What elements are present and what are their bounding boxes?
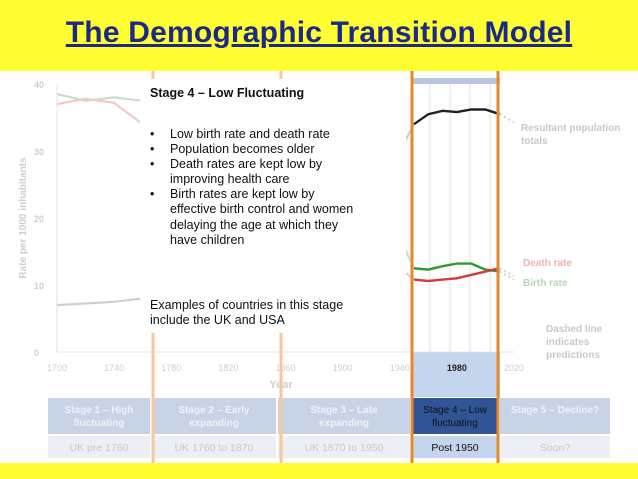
table-body-cell — [48, 436, 150, 458]
table-header-cell — [152, 398, 276, 434]
table-body-cell — [500, 436, 610, 458]
table-header-cell — [412, 398, 498, 434]
table-body-cell — [152, 436, 276, 458]
bullet-text: Death rates are kept low by improving he… — [170, 157, 323, 187]
table-body-text: UK pre 1760 — [70, 442, 129, 454]
stage4-top-bar — [412, 78, 500, 84]
x-tick-label: 1780 — [161, 363, 181, 373]
bullet-dot: • — [150, 157, 155, 171]
dtm-chart: 0 10 20 30 40 Rate per 1000 inhabitants 1700 17… — [18, 71, 620, 463]
x-tick-label: 1980 — [447, 363, 467, 373]
table-header-text: Stage 2 – Early expanding — [178, 405, 250, 429]
table-body-text: UK 1760 to 1870 — [175, 442, 254, 454]
info-heading: Stage 4 – Low Fluctuating — [150, 86, 305, 100]
table-header-text: Stage 4 – Low fluctuating — [423, 405, 488, 429]
birth-series-stage4 — [413, 262, 500, 273]
x-tick-label: 1740 — [104, 363, 124, 373]
bullet-text: Population becomes older — [170, 142, 315, 156]
y-tick-label: 40 — [34, 80, 44, 90]
bottom-band — [0, 463, 638, 479]
table-body-text: Post 1950 — [431, 442, 478, 454]
x-tick-label: 1700 — [47, 363, 67, 373]
table-header-cell — [278, 398, 410, 434]
birth-series-prediction — [499, 270, 515, 281]
death-rate-label: Death rate — [523, 258, 572, 269]
slide-title: The Demographic Transition Model — [65, 16, 573, 49]
info-examples: Examples of countries in this stage incl… — [150, 298, 344, 328]
table-header-cell — [500, 398, 610, 434]
table-header-text: Stage 3 – Late expanding — [310, 405, 378, 429]
slide-body: 0 10 20 30 40 Rate per 1000 inhabitants 1700 17… — [0, 71, 638, 463]
stage4-column — [412, 84, 500, 352]
table-body-text: UK 1870 to 1950 — [305, 442, 384, 454]
x-tick-label: 1820 — [218, 363, 238, 373]
bullet-dot: • — [150, 142, 155, 156]
x-tick-label: 1860 — [275, 363, 295, 373]
stage4-year-cell — [412, 352, 500, 397]
y-axis-label: Rate per 1000 inhabitants — [18, 157, 29, 279]
bullet-dot: • — [150, 127, 155, 141]
bullet-dot: • — [150, 187, 155, 201]
y-tick-label: 0 — [34, 348, 39, 358]
title-bar: The Demographic Transition Model — [0, 0, 638, 68]
x-tick-label: 1900 — [333, 363, 353, 373]
stage-divider — [410, 71, 414, 463]
population-series-prediction — [499, 113, 515, 124]
death-series-stage4 — [413, 267, 500, 283]
info-panel — [140, 79, 406, 333]
y-tick-label: 30 — [34, 147, 44, 157]
birth-rate-label: Birth rate — [523, 278, 568, 289]
table-body-cell — [278, 436, 410, 458]
x-tick-label: 2020 — [504, 363, 524, 373]
stage-divider — [496, 71, 500, 463]
y-tick-label: 20 — [34, 214, 44, 224]
table-header-text: Stage 1 – High fluctuating — [65, 405, 134, 429]
population-label: Resultant population totals — [521, 123, 620, 147]
bullet-text: Birth rates are kept low by effective bi… — [170, 187, 354, 247]
bullet-text: Low birth rate and death rate — [170, 127, 330, 141]
y-tick-label: 10 — [34, 281, 44, 291]
population-series-stage4 — [413, 108, 501, 126]
table-header-cell — [48, 398, 150, 434]
table-body-cell — [412, 436, 498, 458]
death-series-prediction — [499, 267, 515, 278]
prediction-note: Dashed line indicates predictions — [546, 324, 603, 361]
x-tick-label: 1940 — [390, 363, 410, 373]
table-header-text: Stage 5 – Decline? — [511, 405, 599, 416]
table-body-text: Soon? — [540, 442, 571, 454]
